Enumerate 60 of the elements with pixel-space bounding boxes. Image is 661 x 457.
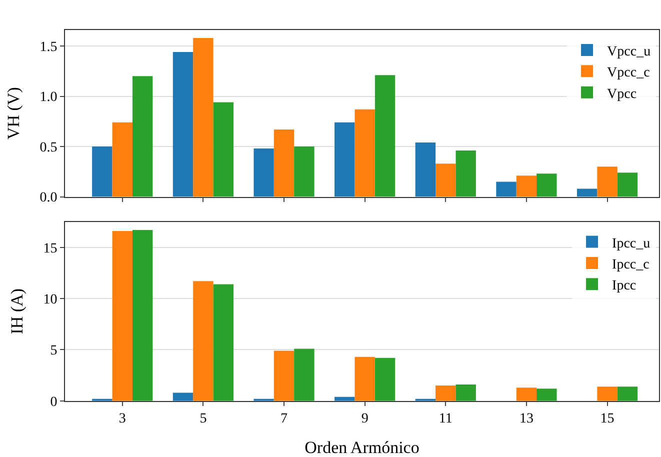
bar [172,392,194,401]
x-tick-label: 15 [600,412,614,427]
bar [92,146,112,197]
legend-label: Ipcc_u [612,236,650,252]
bar [132,230,153,401]
bar [274,350,294,401]
legend-label: Vpcc_c [607,66,650,81]
bar [456,150,476,197]
legend-label: Ipcc [612,278,636,294]
bar [456,384,476,401]
bar [172,52,194,197]
bar [617,386,638,401]
x-tick-label: 3 [118,412,126,427]
bar [597,166,618,197]
y-tick-label: 1.5 [40,40,58,55]
bar [354,109,375,197]
bar [436,386,456,401]
x-tick-label: 7 [280,412,288,427]
bar [294,146,314,197]
bar [294,348,314,401]
x-axis-title: Orden Armónico [304,438,420,457]
bar [436,164,456,197]
legend-label: Ipcc_c [612,257,650,272]
y-tick-label: 0.0 [40,190,58,206]
y-tick-label: 1.0 [40,90,58,106]
bar [132,76,153,197]
bar [193,281,214,401]
y-tick-label: 10 [43,292,58,308]
x-tick-label: 5 [200,412,207,427]
x-tick-label: 9 [361,412,368,427]
bar [374,75,396,197]
bar [516,176,537,197]
legend-label: Vpcc [607,86,637,102]
y-tick-label: 5 [50,344,58,359]
bar [193,38,214,197]
legend-label: Vpcc_u [607,44,651,60]
x-tick-label: 11 [438,412,452,427]
bar [374,358,396,401]
y-tick-label: 0.5 [40,140,58,156]
bar [617,172,638,197]
bar [112,231,132,401]
bar [112,122,132,197]
y-axis-title: VH (V) [4,87,24,140]
bar [213,284,234,401]
bar [415,142,436,197]
bar [576,188,598,197]
bar [597,386,618,401]
bar [354,356,375,401]
x-tick-label: 13 [519,412,534,427]
y-axis-title: IH (A) [8,288,27,334]
y-tick-label: 0 [50,394,58,410]
bar [536,388,557,401]
bar [536,174,557,197]
bar [516,388,537,401]
bar [213,102,234,197]
bar [496,182,516,197]
bar [274,129,294,197]
y-tick-label: 15 [43,241,58,256]
bar [334,122,355,197]
bar [254,148,274,197]
